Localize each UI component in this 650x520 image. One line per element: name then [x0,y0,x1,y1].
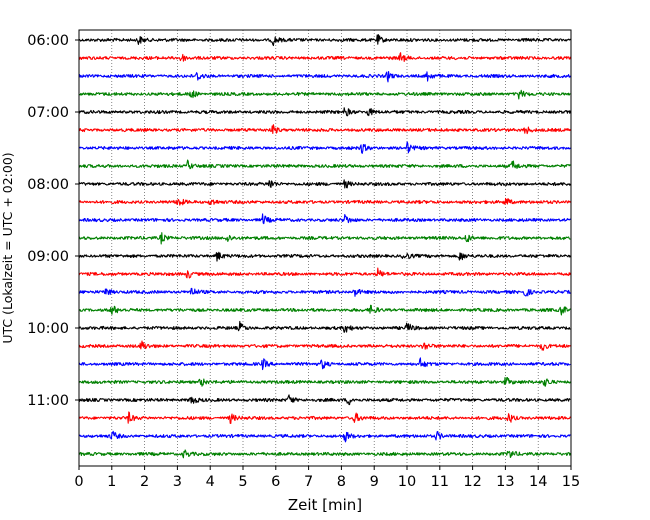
x-axis-label: Zeit [min] [288,496,362,514]
x-tick-label: 13 [496,474,514,490]
x-tick-label: 12 [463,474,481,490]
trace-0615 [78,52,571,63]
x-tick-label: 0 [74,474,83,490]
trace-0830 [78,213,571,225]
trace-0815 [78,197,571,206]
trace-0715 [78,124,571,135]
trace-1115 [78,411,571,425]
x-tick-label: 7 [304,474,313,490]
x-tick-label: 10 [398,474,416,490]
plot-frame [78,29,572,467]
y-tick-label: 11:00 [27,393,69,409]
x-tick-label: 14 [529,474,547,490]
trace-0845 [78,232,571,245]
trace-0930 [78,287,571,297]
x-tick-label: 3 [173,474,182,490]
trace-1100 [78,394,571,406]
trace-1130 [78,430,571,443]
x-tick-label: 11 [431,474,449,490]
x-tick-label: 1 [107,474,116,490]
trace-0730 [78,141,571,154]
trace-1045 [78,377,571,387]
trace-0800 [78,179,571,189]
grid-lines [111,30,539,466]
y-tick-label: 09:00 [27,249,69,265]
x-tick-label: 8 [337,474,346,490]
x-tick-label: 4 [206,474,215,490]
trace-0945 [78,304,571,316]
trace-lines [78,34,571,459]
trace-0900 [78,251,571,262]
trace-0600 [78,34,571,47]
x-tick-label: 15 [562,474,580,490]
y-axis: 06:00 07:00 08:00 09:00 10:00 11:00 [27,33,79,409]
x-axis: 0 1 2 3 4 5 6 7 8 9 10 11 12 13 14 15 [74,466,580,490]
y-tick-label: 06:00 [27,33,69,49]
trace-0700 [78,107,571,117]
trace-0915 [78,267,571,279]
trace-1000 [78,320,571,333]
trace-0630 [78,70,571,83]
y-tick-label: 07:00 [27,105,69,121]
x-tick-label: 9 [370,474,379,490]
trace-0745 [78,159,571,170]
x-tick-label: 2 [140,474,149,490]
y-axis-label: UTC (Lokalzeit = UTC + 02:00) [0,152,15,343]
x-tick-label: 6 [271,474,280,490]
y-tick-label: 10:00 [27,321,69,337]
trace-0645 [78,89,571,100]
trace-1030 [78,357,571,371]
trace-1145 [78,449,571,459]
trace-1015 [78,340,571,351]
x-tick-label: 5 [238,474,247,490]
y-tick-label: 08:00 [27,177,69,193]
